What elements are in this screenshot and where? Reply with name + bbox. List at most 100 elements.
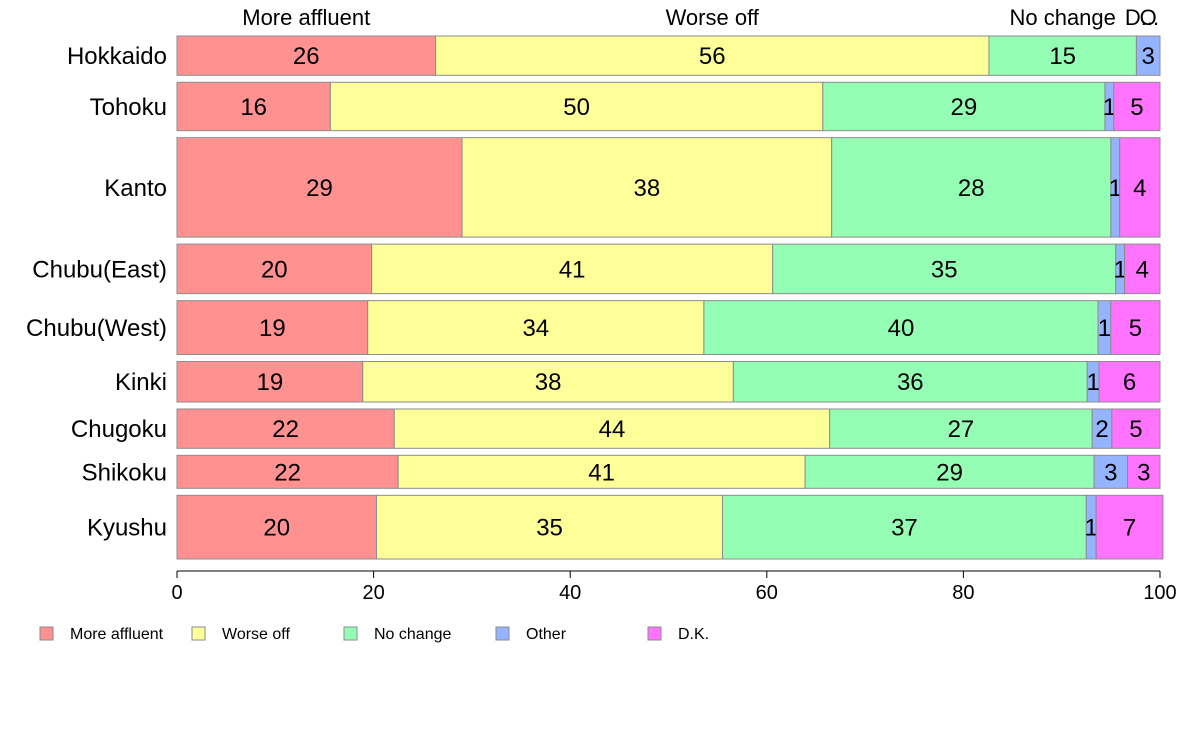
data-label-shikoku-no-change: 29 (936, 459, 963, 486)
data-label-hokkaido-worse-off: 56 (699, 43, 726, 70)
legend-label-more-affluent: More affluent (70, 626, 164, 643)
legend-swatch-worse-off (191, 626, 206, 641)
row-label-tohoku: Tohoku (90, 94, 167, 121)
legend-label-worse-off: Worse off (222, 626, 290, 643)
data-label-chugoku-other: 2 (1095, 416, 1108, 443)
bar-shikoku-d-k (1127, 454, 1161, 489)
x-tick-label-60: 60 (756, 582, 778, 604)
data-label-chubu-east-more-affluent: 20 (261, 256, 288, 283)
bar-row-hokkaido: 26 56 15 3 (176, 35, 1161, 76)
data-label-hokkaido-other: 3 (1142, 43, 1155, 70)
legend-label-other: Other (526, 626, 567, 643)
row-label-chugoku: Chugoku (71, 416, 167, 443)
bar-tohoku-no-change (822, 81, 1106, 132)
data-label-kinki-more-affluent: 19 (257, 369, 284, 396)
top-category-labels: More affluent Worse off No change OD... (242, 5, 1159, 30)
data-label-shikoku-other: 3 (1104, 459, 1117, 486)
bar-chugoku-d-k (1111, 408, 1161, 449)
data-label-kinki-no-change: 36 (897, 369, 924, 396)
data-label-tohoku-d-k: 5 (1130, 94, 1143, 121)
bar-chugoku-no-change (829, 408, 1093, 449)
bar-chubu-east-d-k (1124, 243, 1161, 295)
data-label-chugoku-worse-off: 44 (599, 416, 626, 443)
data-label-hokkaido-more-affluent: 26 (293, 43, 320, 70)
data-label-kanto-no-change: 28 (958, 175, 985, 202)
bar-chubu-east-more-affluent (176, 243, 373, 295)
data-label-chubu-west-worse-off: 34 (522, 315, 549, 342)
data-label-chugoku-d-k: 5 (1129, 416, 1142, 443)
bar-kinki-no-change (732, 360, 1088, 403)
data-label-kinki-other: 1 (1086, 369, 1099, 396)
bar-row-kanto: 29 38 28 1 4 (176, 137, 1161, 238)
data-label-chubu-west-other: 1 (1098, 315, 1111, 342)
data-label-chubu-east-no-change: 35 (931, 256, 958, 283)
top-label-d-k: D... (1125, 5, 1159, 30)
bar-row-kinki: 19 38 36 1 6 (176, 360, 1161, 403)
legend-swatch-more-affluent (39, 626, 54, 641)
data-label-tohoku-worse-off: 50 (563, 94, 590, 121)
data-label-kyushu-d-k: 7 (1123, 515, 1136, 542)
data-label-kanto-worse-off: 38 (634, 175, 661, 202)
top-label-worse-off: Worse off (666, 5, 760, 30)
x-axis: 0 20 40 60 80 100 (171, 570, 1177, 604)
bar-shikoku-other (1093, 454, 1129, 489)
bar-chubu-west-more-affluent (176, 300, 369, 355)
data-label-tohoku-other: 1 (1103, 94, 1116, 121)
row-label-chubu-east: Chubu(East) (32, 256, 167, 283)
bar-kinki-worse-off (362, 360, 734, 403)
bar-row-chubu-east: 20 41 35 1 4 (176, 243, 1161, 295)
row-label-kyushu: Kyushu (87, 515, 167, 542)
bar-row-kyushu: 20 35 37 1 7 (176, 494, 1164, 560)
legend-label-d-k: D.K. (678, 626, 709, 643)
bar-kinki-d-k (1098, 360, 1161, 403)
row-label-kinki: Kinki (115, 369, 167, 396)
data-label-shikoku-worse-off: 41 (588, 459, 615, 486)
row-label-kanto: Kanto (104, 175, 167, 202)
legend-label-no-change: No change (374, 626, 451, 643)
data-label-shikoku-more-affluent: 22 (274, 459, 301, 486)
bar-tohoku-d-k (1113, 81, 1161, 132)
data-label-kanto-other: 1 (1109, 175, 1122, 202)
row-label-hokkaido: Hokkaido (67, 43, 167, 70)
bars: 26 56 15 316 50 29 1 529 38 28 1 420 41 35 1 419 34 40 1 51… (176, 35, 1164, 560)
data-label-tohoku-no-change: 29 (951, 94, 978, 121)
data-label-shikoku-d-k: 3 (1137, 459, 1150, 486)
bar-kanto-more-affluent (176, 137, 463, 238)
top-label-no-change: No change (1009, 5, 1115, 30)
top-label-more-affluent: More affluent (242, 5, 370, 30)
data-label-chugoku-no-change: 27 (948, 416, 975, 443)
data-label-kanto-more-affluent: 29 (306, 175, 333, 202)
x-tick-label-0: 0 (171, 582, 182, 604)
legend-swatch-other (495, 626, 510, 641)
data-label-chubu-west-d-k: 5 (1129, 315, 1142, 342)
bar-chubu-west-d-k (1110, 300, 1161, 355)
bar-shikoku-no-change (804, 454, 1095, 489)
legend: More affluent Worse off No change Other D.K. (39, 626, 709, 643)
data-label-kyushu-worse-off: 35 (536, 515, 563, 542)
row-label-shikoku: Shikoku (82, 459, 167, 486)
data-label-chubu-west-no-change: 40 (888, 315, 915, 342)
x-tick-label-80: 80 (952, 582, 974, 604)
bar-chubu-east-no-change (772, 243, 1117, 295)
bar-hokkaido-other (1135, 35, 1161, 76)
data-label-kinki-worse-off: 38 (535, 369, 562, 396)
bar-kanto-worse-off (461, 137, 833, 238)
row-label-chubu-west: Chubu(West) (26, 315, 167, 342)
data-label-chubu-east-worse-off: 41 (559, 256, 586, 283)
legend-swatch-d-k (647, 626, 662, 641)
bar-kinki-more-affluent (176, 360, 364, 403)
bar-kanto-d-k (1119, 137, 1161, 238)
data-label-chubu-west-more-affluent: 19 (259, 315, 286, 342)
top-label-other: O (1140, 5, 1157, 30)
bar-row-chubu-west: 19 34 40 1 5 (176, 300, 1161, 355)
data-label-kyushu-other: 1 (1085, 515, 1098, 542)
bar-tohoku-worse-off (329, 81, 824, 132)
bar-kyushu-no-change (722, 494, 1087, 560)
data-label-chubu-east-other: 1 (1114, 256, 1127, 283)
row-labels: Hokkaido Tohoku Kanto Chubu(East) Chubu(West… (26, 43, 167, 542)
bar-kyushu-worse-off (376, 494, 724, 560)
bar-row-shikoku: 22 41 29 3 3 (176, 454, 1161, 489)
bar-row-tohoku: 16 50 29 1 5 (176, 81, 1161, 132)
legend-swatch-no-change (343, 626, 358, 641)
